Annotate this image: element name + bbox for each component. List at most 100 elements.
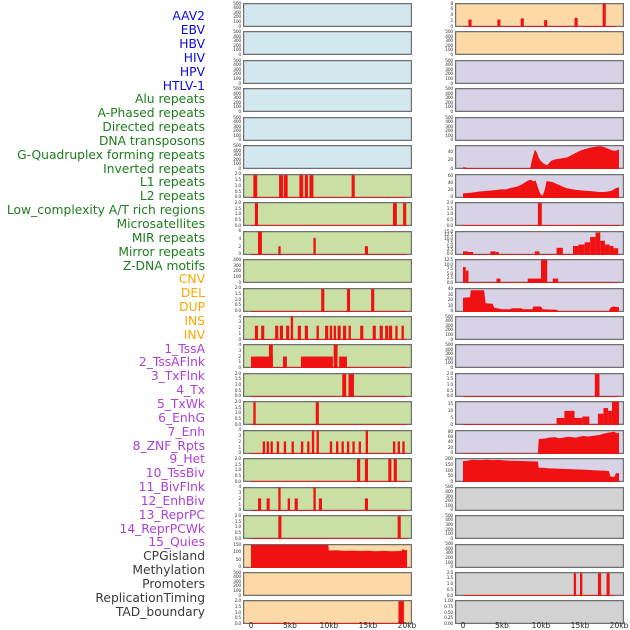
y-axis-tick-label: 0.5 <box>234 417 242 423</box>
signal-bar <box>597 414 604 426</box>
y-axis-tick-label: 500 <box>233 30 241 36</box>
y-axis-tick-label: 20 <box>447 298 454 304</box>
x-axis-tick-label: 10kb <box>531 621 551 630</box>
row-label: Microsatellites <box>116 216 205 231</box>
y-axis-tick-label: 2.0 <box>234 513 242 519</box>
y-axis-tick-label: 0.0 <box>234 223 242 229</box>
track-panel-1_TssA <box>455 59 624 84</box>
signal-plot <box>455 515 624 539</box>
signal-plot <box>251 344 407 369</box>
signal-bar <box>316 430 319 454</box>
signal-bar <box>465 270 469 284</box>
y-axis-tick-label: 1.0 <box>234 383 242 389</box>
y-axis-tick-label: 400 <box>233 91 241 97</box>
y-axis-tick-label: 0 <box>238 280 241 286</box>
y-axis-tick-label: 1.5 <box>234 291 242 297</box>
y-axis-tick-label: 1.5 <box>234 206 242 212</box>
signal-bar <box>578 244 585 255</box>
signal-bar <box>261 325 265 340</box>
y-axis-tick-label: 2.5 <box>446 276 454 282</box>
row-label: HIV <box>183 50 205 65</box>
signal-bar <box>343 325 347 340</box>
row-label: Promoters <box>142 576 205 591</box>
signal-bar <box>287 498 290 511</box>
y-axis-tick-label: 100 <box>445 332 453 338</box>
y-axis-tick-label: 400 <box>233 257 241 263</box>
y-axis-tick-label: 1 <box>238 445 241 451</box>
signal-area <box>463 459 619 483</box>
signal-plot <box>463 289 619 312</box>
track-panel-Microsatellites <box>243 429 412 454</box>
signal-bar <box>403 203 407 227</box>
signal-bar <box>582 416 590 426</box>
y-axis-tick-label: 300 <box>445 522 453 528</box>
y-axis-tick-label: 300 <box>233 153 241 159</box>
row-label: Alu repeats <box>134 92 205 107</box>
signal-bar <box>351 174 355 198</box>
y-axis-tick-label: 40 <box>447 181 454 187</box>
y-axis-tick-label: 200 <box>233 100 241 106</box>
track-panel-INV <box>455 31 624 56</box>
y-axis-tick-label: 200 <box>233 129 241 135</box>
y-axis-tick-label: 20 <box>447 158 454 164</box>
y-axis-tick-label: 40 <box>447 150 454 155</box>
signal-bar <box>253 174 258 198</box>
signal-bar <box>537 203 542 227</box>
row-label: L1 repeats <box>139 175 205 190</box>
y-axis-tick-label: 500 <box>233 87 241 93</box>
row-label: AAV2 <box>172 9 205 24</box>
row-label: 15_Quies <box>148 535 205 550</box>
signal-bar <box>401 325 404 340</box>
signal-bar <box>336 441 339 454</box>
signal-bar <box>574 17 578 27</box>
y-axis-tick-label: 500 <box>445 58 453 64</box>
signal-bar <box>294 498 298 511</box>
signal-plot <box>463 203 619 227</box>
row-label: DEL <box>180 286 205 301</box>
track-panel-Z-DNA motifs <box>243 515 412 540</box>
y-axis-tick-label: 300 <box>233 39 241 45</box>
y-axis-tick-label: 400 <box>445 518 453 524</box>
y-axis-tick-label: 200 <box>445 129 453 135</box>
y-axis-tick-label: 300 <box>445 551 453 557</box>
y-axis-tick-label: 0.5 <box>234 218 242 224</box>
y-axis-tick-label: 3 <box>238 491 241 497</box>
track-panel-HBV <box>243 59 412 84</box>
y-axis-tick-label: 50 <box>447 474 454 480</box>
y-axis-tick-label: 100 <box>445 48 453 54</box>
signal-baseline <box>251 310 407 312</box>
y-axis-tick-label: 3 <box>238 348 241 354</box>
track-panel-A-Phased repeats <box>243 202 412 227</box>
row-label: HTLV-1 <box>162 78 205 93</box>
signal-area <box>463 431 619 454</box>
track-panel-EBV <box>243 31 412 56</box>
y-axis-tick-label: 100 <box>445 133 453 139</box>
signal-baseline <box>251 253 407 255</box>
signal-bar <box>283 174 288 198</box>
signal-bar <box>313 487 316 511</box>
row-label: G-Quadruplex forming repeats <box>17 147 205 162</box>
y-axis-tick-label: 0.5 <box>446 587 454 593</box>
y-axis-tick-label: 0 <box>238 366 241 371</box>
y-axis-tick-label: 4 <box>238 314 241 320</box>
y-axis-tick-label: 100 <box>445 468 453 474</box>
y-axis-tick-label: 0 <box>450 24 453 30</box>
row-label: 4_Tx <box>176 383 205 398</box>
signal-bar <box>463 250 468 255</box>
signal-baseline <box>463 26 616 27</box>
y-axis-tick-label: 1.0 <box>234 411 242 417</box>
y-axis-tick-label: 1 <box>238 360 241 366</box>
signal-plot <box>251 373 407 397</box>
signal-bar <box>556 418 565 426</box>
y-axis-tick-label: 2 <box>450 18 453 24</box>
y-axis-tick-label: 0 <box>238 451 241 457</box>
signal-bar <box>364 245 368 255</box>
y-axis-tick-label: 400 <box>445 347 453 353</box>
signal-plot <box>243 259 412 283</box>
track-panel-TAD_boundary <box>455 600 624 625</box>
y-axis-tick-label: 400 <box>445 91 453 97</box>
y-axis-tick-label: 80 <box>447 429 454 435</box>
signal-bar <box>297 325 301 340</box>
y-axis-tick-label: 0.5 <box>446 388 454 394</box>
